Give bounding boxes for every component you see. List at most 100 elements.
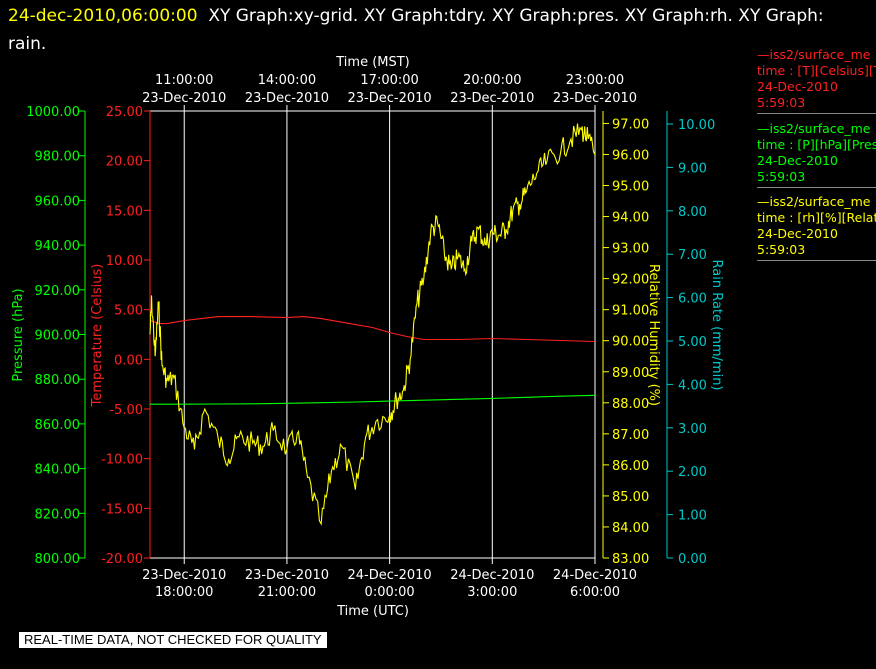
x-top-tick-label: 23-Dec-2010 <box>553 91 637 106</box>
axes-layer: 11:00:00 23-Dec-2010 23-Dec-2010 18:00:00 14… <box>26 73 715 600</box>
rain-tick-label: 4.00 <box>678 378 707 393</box>
rain-tick-label: 3.00 <box>678 422 707 437</box>
rain-tick-label: 7.00 <box>678 248 707 263</box>
pressure-tick-label: 840.00 <box>35 463 81 478</box>
rain-tick-label: 5.00 <box>678 335 707 350</box>
humidity-tick-label: 91.00 <box>612 304 649 319</box>
plot-frame <box>149 110 596 559</box>
x-bottom-tick-label: 3:00:00 <box>467 585 517 600</box>
temperature-series-line <box>149 316 596 343</box>
x-bottom-tick-label: 18:00:00 <box>155 585 213 600</box>
legend-line: 24-Dec-2010 <box>757 226 838 241</box>
pressure-tick-label: 820.00 <box>35 507 81 522</box>
humidity-tick-label: 92.00 <box>612 273 649 288</box>
temperature-tick-label: 25.00 <box>106 105 143 120</box>
temperature-axis-label: Temperature (Celsius) <box>90 264 105 408</box>
humidity-tick-label: 96.00 <box>612 148 649 163</box>
legend-line: time : [rh][%][Relati <box>757 210 876 225</box>
rain-tick-label: 6.00 <box>678 292 707 307</box>
x-top-tick-label: 23-Dec-2010 <box>450 91 534 106</box>
humidity-tick-label: 85.00 <box>612 490 649 505</box>
header-graph-list: XY Graph:xy-grid. XY Graph:tdry. XY Grap… <box>8 6 824 54</box>
x-bottom-tick-label: 21:00:00 <box>258 585 316 600</box>
temperature-tick-label: -10.00 <box>101 453 143 468</box>
humidity-tick-label: 94.00 <box>612 211 649 226</box>
pressure-tick-label: 880.00 <box>35 373 81 388</box>
pressure-series-line <box>150 394 596 405</box>
x-bottom-tick-label: 24-Dec-2010 <box>348 568 432 583</box>
x-bottom-tick-label: 23-Dec-2010 <box>245 568 329 583</box>
rain-axis-label: Rain Rate (mm/min) <box>709 259 724 390</box>
humidity-axis-label: Relative Humidity (%) <box>646 264 661 406</box>
x-bottom-tick-label: 0:00:00 <box>365 585 415 600</box>
rain-tick-label: 10.00 <box>678 118 715 133</box>
legend-line: —iss2/surface_me <box>757 47 871 62</box>
chart-header: 24-dec-2010,06:00:00 XY Graph:xy-grid. X… <box>8 2 858 58</box>
legend-divider <box>757 187 876 188</box>
humidity-tick-label: 86.00 <box>612 459 649 474</box>
x-top-tick-label: 23-Dec-2010 <box>142 91 226 106</box>
legend-line: 5:59:03 <box>757 169 806 184</box>
pressure-tick-label: 1000.00 <box>26 105 80 120</box>
pressure-tick-label: 900.00 <box>35 329 81 344</box>
legend-line: time : [P][hPa][Pres <box>757 137 876 152</box>
rain-tick-label: 9.00 <box>678 161 707 176</box>
humidity-tick-label: 89.00 <box>612 366 649 381</box>
humidity-tick-label: 90.00 <box>612 335 649 350</box>
humidity-tick-label: 83.00 <box>612 552 649 567</box>
rain-tick-label: 1.00 <box>678 509 707 524</box>
header-timestamp: 24-dec-2010,06:00:00 <box>8 6 198 26</box>
legend-divider <box>757 260 876 261</box>
temperature-tick-label: -15.00 <box>101 502 143 517</box>
legend-line: 5:59:03 <box>757 242 806 257</box>
temperature-tick-label: 15.00 <box>106 204 143 219</box>
legend-line: time : [T][Celsius][T <box>757 63 876 78</box>
pressure-tick-label: 920.00 <box>35 284 81 299</box>
x-top-tick-label: 14:00:00 <box>258 73 316 88</box>
legend-line: 24-Dec-2010 <box>757 79 838 94</box>
temperature-tick-label: 0.00 <box>114 353 143 368</box>
x-bottom-tick-label: 23-Dec-2010 <box>142 568 226 583</box>
x-top-tick-label: 17:00:00 <box>360 73 418 88</box>
rain-tick-label: 2.00 <box>678 465 707 480</box>
temperature-tick-label: -20.00 <box>101 552 143 567</box>
pressure-tick-label: 860.00 <box>35 418 81 433</box>
rain-tick-label: 8.00 <box>678 205 707 220</box>
legend-entry-pressure: —iss2/surface_me time : [P][hPa][Pres 24… <box>757 121 876 188</box>
legend-entry-temperature: —iss2/surface_me time : [T][Celsius][T 2… <box>757 47 876 114</box>
humidity-tick-label: 84.00 <box>612 521 649 536</box>
x-bottom-axis-label: Time (UTC) <box>336 604 409 619</box>
x-bottom-tick-label: 24-Dec-2010 <box>553 568 637 583</box>
grid-layer <box>149 110 596 559</box>
pressure-tick-label: 980.00 <box>35 150 81 165</box>
humidity-series-line <box>149 123 596 526</box>
x-bottom-tick-label: 6:00:00 <box>570 585 620 600</box>
x-top-axis-label: Time (MST) <box>335 55 410 70</box>
x-top-tick-label: 23-Dec-2010 <box>245 91 329 106</box>
x-top-tick-label: 23-Dec-2010 <box>348 91 432 106</box>
legend-divider <box>757 113 876 114</box>
humidity-tick-label: 97.00 <box>612 117 649 132</box>
x-top-tick-label: 11:00:00 <box>155 73 213 88</box>
rain-tick-label: 0.00 <box>678 552 707 567</box>
legend-entry-humidity: —iss2/surface_me time : [rh][%][Relati 2… <box>757 194 876 261</box>
temperature-tick-label: -5.00 <box>109 403 143 418</box>
legend-line: 24-Dec-2010 <box>757 153 838 168</box>
pressure-axis-label: Pressure (hPa) <box>11 288 26 381</box>
temperature-tick-label: 5.00 <box>114 304 143 319</box>
humidity-tick-label: 88.00 <box>612 397 649 412</box>
x-bottom-tick-label: 24-Dec-2010 <box>450 568 534 583</box>
legend-line: 5:59:03 <box>757 95 806 110</box>
legend-line: —iss2/surface_me <box>757 121 871 136</box>
temperature-tick-label: 20.00 <box>106 155 143 170</box>
humidity-tick-label: 95.00 <box>612 180 649 195</box>
pressure-tick-label: 940.00 <box>35 239 81 254</box>
legend-line: —iss2/surface_me <box>757 194 871 209</box>
quality-disclaimer: REAL-TIME DATA, NOT CHECKED FOR QUALITY <box>19 632 327 648</box>
humidity-tick-label: 93.00 <box>612 242 649 257</box>
pressure-tick-label: 960.00 <box>35 194 81 209</box>
x-top-tick-label: 20:00:00 <box>463 73 521 88</box>
pressure-tick-label: 800.00 <box>35 552 81 567</box>
x-top-tick-label: 23:00:00 <box>566 73 624 88</box>
